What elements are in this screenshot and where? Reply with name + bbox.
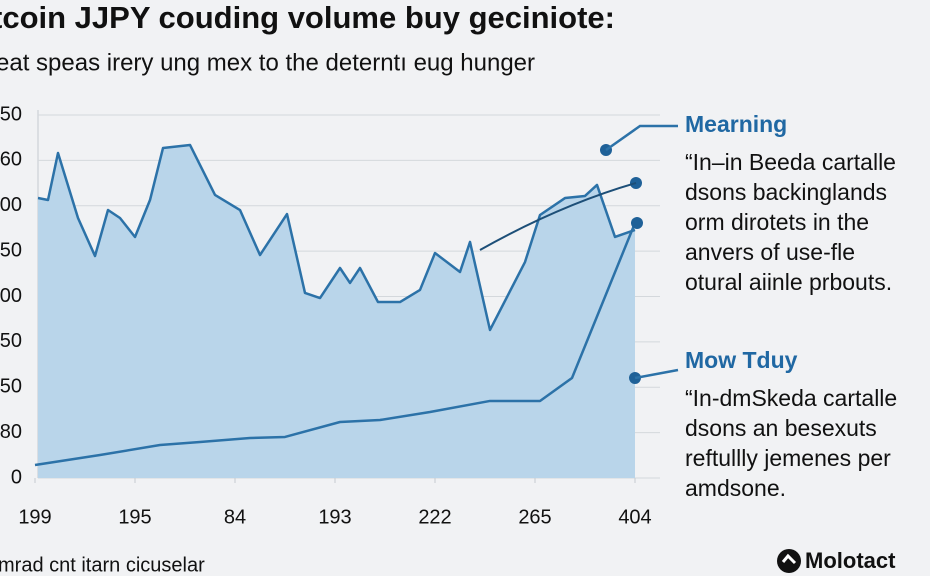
footer-note: mrad cnt itarn cicuselar xyxy=(0,554,205,576)
x-tick-label: 265 xyxy=(518,506,551,528)
y-tick-label: 80 xyxy=(0,421,22,443)
logo-icon-mark xyxy=(781,553,797,565)
annotation-text: “In–in Beeda cartalle xyxy=(685,149,896,175)
annotation-text: “In-dmSkeda cartalle xyxy=(685,385,897,411)
annotation-text: dsons backinglands xyxy=(685,179,887,205)
x-tick-label: 195 xyxy=(118,506,151,528)
trend-arrow xyxy=(479,182,637,251)
x-tick-label: 193 xyxy=(318,506,351,528)
annotation-connector xyxy=(634,368,679,380)
x-tick-label: 199 xyxy=(18,506,51,528)
x-tick-label: 222 xyxy=(418,506,451,528)
annotation-title: Mearning xyxy=(685,111,787,137)
annotation-connector xyxy=(605,124,678,152)
logo-icon xyxy=(777,549,801,573)
annotation-dot xyxy=(631,217,643,229)
y-tick-label: 0 xyxy=(11,466,22,488)
annotation-text: amdsone. xyxy=(685,475,786,501)
line xyxy=(34,222,637,467)
y-tick-label: 00 xyxy=(0,285,22,307)
y-tick-label: 50 xyxy=(0,330,22,352)
annotation-title: Mow Tduy xyxy=(685,347,798,373)
line xyxy=(37,143,636,332)
chart-subtitle: eat speas irery ung mex to the deterntı … xyxy=(0,49,535,76)
annotation-text: reftullly jemenes per xyxy=(685,445,891,471)
y-tick-label: 50 xyxy=(0,239,22,261)
annotation-text: orm dirotets in the xyxy=(685,209,869,235)
chart-title: tcoin JJPY couding volume buy geciniote: xyxy=(0,0,615,35)
annotation: Mow Tduy “In-dmSkeda cartalle dsons an bes… xyxy=(685,347,897,501)
annotation-text: anvers of use-fle xyxy=(685,239,855,265)
y-tick-label: 50 xyxy=(0,376,22,398)
annotation: Mearning “In–in Beeda cartalle dsons backi… xyxy=(685,111,896,295)
annotation-text: otural aiinle prbouts. xyxy=(685,269,892,295)
x-tick-label: 84 xyxy=(224,506,246,528)
y-tick-label: 00 xyxy=(0,194,22,216)
area xyxy=(38,144,635,478)
logo-text: Molotact xyxy=(805,548,896,573)
x-tick-label: 404 xyxy=(618,506,651,528)
annotation-text: dsons an besexuts xyxy=(685,415,877,441)
logo: Molotact xyxy=(777,548,896,573)
y-tick-label: 60 xyxy=(0,149,22,171)
y-tick-label: 50 xyxy=(0,103,22,125)
